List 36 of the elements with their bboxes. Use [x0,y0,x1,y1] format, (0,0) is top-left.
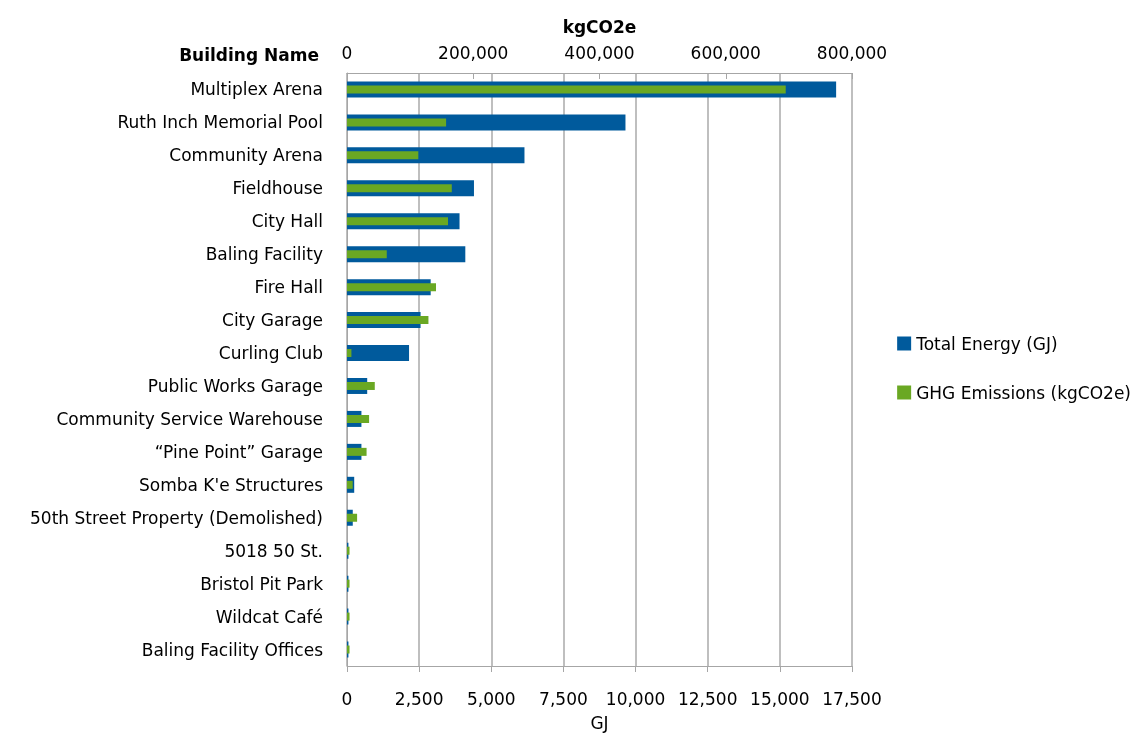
x2-tick-label: 400,000 [564,42,635,63]
y-tick-label: Community Arena [169,145,323,166]
y-tick-label: Baling Facility [205,244,323,265]
y-tick-label: 50th Street Property (Demolished) [30,507,323,528]
y-tick-label: Wildcat Café [215,606,323,627]
x-tick-label: 12,500 [677,688,738,709]
y-tick-label: 5018 50 St. [224,540,323,561]
x-tick-label: 0 [341,688,353,709]
y-tick-label: Bristol Pit Park [200,573,324,594]
y-tick-label: City Hall [251,211,323,232]
x2-tick-label: 200,000 [438,42,509,63]
y-tick-label: Baling Facility Offices [141,639,324,660]
x2-axis-title: kgCO2e [562,16,637,37]
y-tick-label: Multiplex Arena [190,79,323,100]
y-tick-label: Ruth Inch Memorial Pool [117,112,323,133]
y-tick-label: Somba K'e Structures [139,474,324,495]
y-tick-label: “Pine Point” Garage [154,441,323,462]
legend-label: Total Energy (GJ) [915,333,1058,354]
y-tick-label: City Garage [222,310,323,331]
x-tick-label: 17,500 [822,688,882,709]
x-axis-title: GJ [590,712,609,733]
y-tick-label: Public Works Garage [147,375,323,396]
x-tick-label: 10,000 [605,688,666,709]
x-tick-label: 15,000 [750,688,810,709]
x2-tick-label: 800,000 [816,42,888,63]
y-tick-label: Fire Hall [254,277,323,298]
x-tick-label: 7,500 [539,688,588,709]
legend-label: GHG Emissions (kgCO2e) [916,382,1131,403]
y-tick-label: Fieldhouse [232,178,323,199]
x-tick-label: 5,000 [466,688,516,709]
y-tick-label: Curling Club [218,343,323,364]
x2-tick-label: 600,000 [690,42,761,63]
y-axis-title: Building Name [179,44,319,65]
x-tick-label: 2,500 [394,688,444,709]
y-tick-label: Community Service Warehouse [56,408,323,429]
x2-tick-label: 0 [341,42,353,63]
